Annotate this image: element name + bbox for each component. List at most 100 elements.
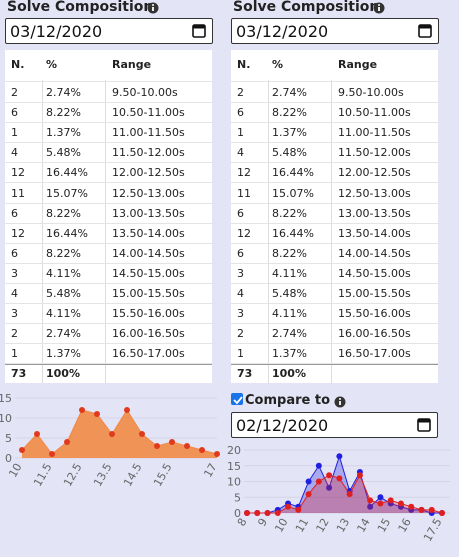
x-tick-label: 9: [255, 516, 270, 529]
row-line: [5, 202, 212, 204]
table-cell: 2: [11, 327, 18, 341]
calendar-icon-top: [419, 25, 431, 29]
point: [346, 491, 353, 498]
table-cell: 5.48%: [46, 146, 81, 160]
row-line: [231, 122, 438, 124]
table-cell: 4.11%: [46, 266, 81, 280]
point: [439, 510, 445, 516]
table-cell: 4: [11, 146, 18, 160]
table-cell: 1.37%: [46, 347, 81, 361]
row-line: [5, 162, 212, 164]
point: [264, 510, 271, 516]
row-line: [5, 81, 212, 82]
point: [356, 472, 363, 479]
point: [34, 431, 40, 437]
table-cell: 12.00-12.50s: [338, 166, 411, 180]
table-cell: 1.37%: [272, 126, 307, 140]
row-line: [5, 303, 212, 304]
point: [377, 500, 384, 507]
table-cell: 15.00-15.50s: [338, 287, 411, 300]
panel-title: Solve Composition: [233, 0, 380, 15]
table-cell: 16.50-17.00s: [338, 347, 411, 361]
row-line: [5, 182, 212, 184]
table-cell: 1: [11, 347, 18, 361]
table-cell: 15.00-15.50s: [112, 287, 185, 300]
checkbox[interactable]: [231, 393, 243, 405]
table: [231, 50, 438, 383]
table-cell: 8.22%: [272, 206, 307, 220]
x-tick-label: 17.5: [421, 516, 445, 544]
point: [418, 506, 425, 513]
area: [22, 410, 217, 458]
table-cell: 1: [11, 126, 18, 140]
table-cell: 1.37%: [272, 347, 307, 361]
table-cell: 16.44%: [46, 166, 88, 180]
table-cell: 13.50-14.00s: [112, 226, 185, 240]
table-cell: 4: [237, 287, 244, 300]
y-tick-label: 10: [227, 476, 241, 489]
table-cell: 11: [11, 186, 25, 200]
panel-title: Solve Composition: [7, 0, 154, 15]
col-line: [105, 80, 106, 383]
table-cell: 10.50-11.00s: [338, 106, 411, 120]
table-cell: 8.22%: [272, 106, 307, 120]
point: [214, 451, 220, 457]
x-tick-label: 17: [201, 461, 219, 480]
check-mark: [233, 396, 243, 405]
table-cell: 9.50-10.00s: [112, 86, 178, 99]
header-cell: %: [46, 58, 58, 71]
table-cell: 5.48%: [272, 287, 307, 300]
date-input[interactable]: 02/12/2020: [231, 412, 438, 438]
table-cell: 15.07%: [272, 186, 314, 200]
point: [19, 447, 25, 453]
area: [247, 475, 442, 513]
date-input[interactable]: 03/12/2020: [5, 18, 213, 44]
row-line: [5, 242, 212, 244]
table-cell: 13.00-13.50s: [112, 206, 185, 220]
total-line: [5, 364, 212, 365]
table-cell: 12: [11, 166, 25, 180]
point: [326, 472, 333, 479]
table-cell: 16.44%: [272, 226, 314, 240]
table-cell: 2: [237, 86, 244, 99]
area: [247, 456, 442, 513]
table-cell: 2.74%: [272, 327, 307, 341]
header-cell: N.: [237, 58, 251, 71]
row-line: [5, 122, 212, 124]
row-line: [5, 222, 212, 224]
date-input[interactable]: 03/12/2020: [231, 18, 439, 44]
row-line: [231, 282, 438, 284]
point: [377, 494, 384, 501]
header-cell: Range: [112, 58, 152, 71]
row-line: [231, 323, 438, 325]
row-line: [231, 142, 438, 144]
table-cell: 8.22%: [46, 206, 81, 220]
col-line: [268, 80, 269, 383]
row-line: [5, 282, 212, 284]
table-cell: 6: [237, 106, 244, 120]
point: [315, 478, 322, 485]
header-cell: Range: [338, 58, 378, 71]
x-tick-label: 10: [272, 516, 290, 535]
row-line: [231, 222, 438, 224]
point: [244, 510, 250, 516]
table-cell: 15.50-16.00s: [338, 307, 411, 321]
x-tick-label: 14.5: [121, 461, 145, 489]
table-cell: 1: [237, 347, 244, 361]
point: [428, 506, 435, 513]
point: [367, 503, 374, 510]
table: [5, 50, 212, 383]
table-cell: 13.50-14.00s: [338, 226, 411, 240]
row-line: [231, 363, 438, 365]
table-cell: 12: [237, 226, 251, 240]
y-tick-label: 0: [234, 507, 241, 520]
point: [199, 447, 205, 453]
table-cell: 3: [237, 307, 244, 321]
table-cell: 3: [11, 307, 18, 321]
table-cell: 2: [11, 86, 18, 99]
row-line: [5, 363, 212, 365]
point: [397, 500, 404, 507]
info-icon-dot: [378, 4, 380, 6]
